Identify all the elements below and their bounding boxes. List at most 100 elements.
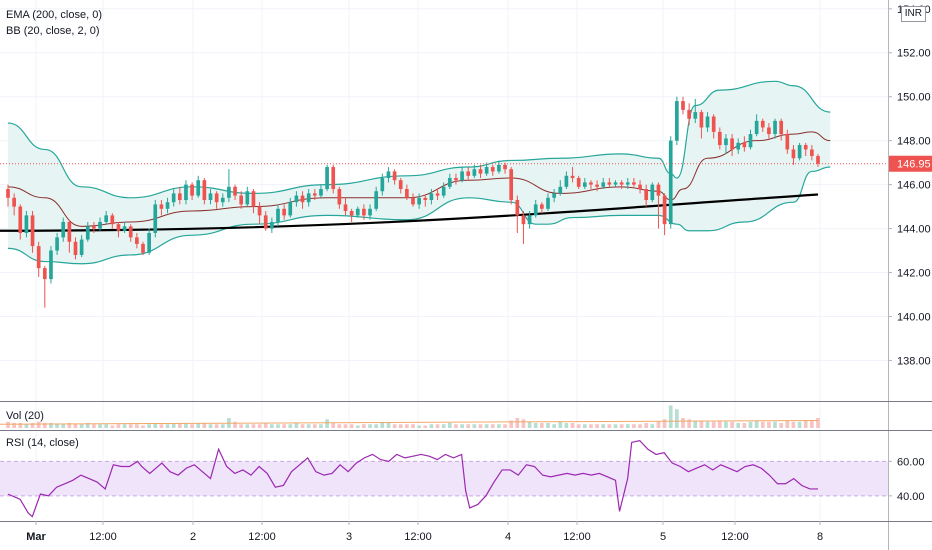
candle-body [368, 208, 372, 216]
candle-body [736, 142, 741, 150]
volume-bar [429, 424, 434, 428]
volume-bar [533, 423, 538, 428]
candle-body [490, 167, 495, 172]
time-tick-label: Mar [26, 531, 46, 543]
candle [810, 145, 814, 161]
candle [754, 114, 759, 137]
volume-bar [675, 409, 679, 428]
candle [717, 127, 722, 150]
candle-body [300, 195, 305, 203]
candle [380, 173, 385, 196]
candle [693, 98, 698, 124]
candle [30, 210, 35, 253]
volume-bar [153, 423, 158, 428]
candle-body [24, 215, 29, 233]
price-tick-label: 138.00 [897, 355, 931, 367]
volume-bar [159, 424, 164, 428]
candle-body [595, 184, 599, 187]
candle-body [312, 193, 317, 196]
candle-body [724, 138, 728, 146]
candle-body [558, 186, 563, 194]
volume-ma-line [0, 420, 819, 425]
candle [582, 178, 587, 190]
candle-body [656, 184, 661, 196]
bollinger-fill [7, 80, 831, 265]
candle [662, 193, 667, 236]
volume-bar [270, 424, 274, 428]
candle-body [478, 169, 483, 174]
volume-bar [411, 424, 415, 428]
price-tick-label: 152.00 [897, 48, 931, 60]
candle-body [153, 204, 158, 233]
candle [18, 204, 23, 240]
candle [589, 180, 593, 190]
volume-bar [368, 424, 372, 428]
candle [705, 112, 710, 132]
volume-legend[interactable]: Vol (20) [6, 410, 44, 422]
volume-bar [540, 423, 544, 428]
candle [527, 210, 532, 229]
candle [214, 191, 219, 209]
volume-bar [30, 423, 35, 428]
candle [36, 241, 41, 277]
volume-bar [668, 405, 673, 428]
candle-body [116, 224, 121, 231]
currency-badge[interactable]: INR [900, 6, 926, 22]
volume-bar [595, 424, 599, 428]
volume-bar [423, 425, 428, 428]
ema-legend[interactable]: EMA (200, close, 0) [6, 9, 102, 21]
candle [533, 200, 538, 218]
volume-bar [380, 423, 385, 428]
candle [312, 189, 317, 200]
candle-body [742, 142, 747, 148]
volume-bar [773, 421, 777, 428]
candle-body [540, 204, 544, 209]
volume-bar [693, 420, 698, 428]
volume-bar [392, 424, 397, 428]
volume-bar [92, 424, 96, 428]
volume-bar [288, 424, 293, 428]
volume-bar [362, 424, 366, 428]
candle [12, 193, 16, 216]
candle [362, 204, 366, 220]
volume-bar [202, 423, 207, 428]
bb-legend[interactable]: BB (20, close, 2, 0) [6, 25, 100, 37]
volume-bar [282, 424, 286, 428]
candle [135, 232, 139, 249]
volume-bar [116, 424, 121, 428]
candle-body [589, 182, 593, 185]
candle-body [227, 186, 231, 198]
volume-bar [184, 423, 188, 428]
candle [282, 204, 286, 220]
candle [79, 235, 84, 258]
candle [675, 96, 679, 146]
candle [171, 189, 176, 207]
candle [104, 210, 109, 225]
candle [343, 197, 348, 216]
volume-bar [104, 424, 109, 428]
candles [0, 96, 888, 308]
candle [159, 200, 164, 216]
candle-body [773, 120, 777, 135]
volume-bar [128, 424, 133, 428]
time-tick-label: 8 [817, 531, 823, 543]
volume-bar [398, 424, 403, 428]
candle [276, 204, 280, 227]
candle-body [233, 186, 237, 196]
candle [619, 180, 624, 190]
candle [687, 103, 691, 126]
price-tick-label: 140.00 [897, 311, 931, 323]
volume-bar [49, 423, 53, 428]
candle [294, 191, 299, 207]
candle-body [527, 215, 532, 225]
candle [484, 162, 489, 176]
candle-body [601, 182, 606, 187]
candle-body [12, 197, 16, 207]
candle-body [61, 221, 66, 238]
volume-bar [110, 425, 115, 428]
candle [300, 191, 305, 209]
volume-bar [803, 420, 808, 428]
candle [325, 164, 329, 192]
rsi-legend[interactable]: RSI (14, close) [6, 437, 79, 449]
